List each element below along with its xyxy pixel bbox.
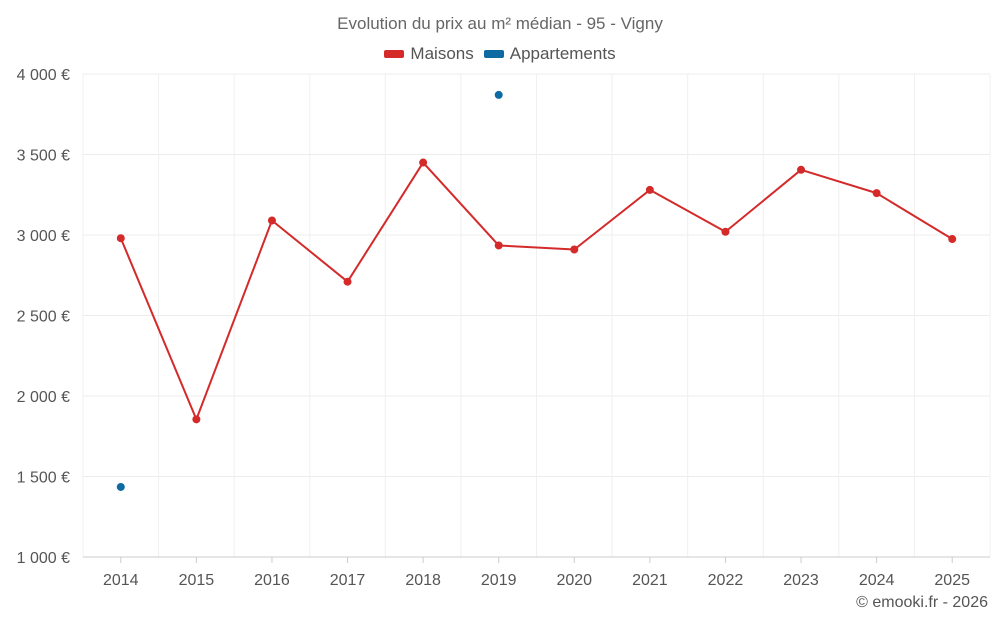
x-tick-label: 2021 xyxy=(632,572,668,589)
y-tick-label: 4 000 € xyxy=(17,67,70,84)
x-tick-label: 2024 xyxy=(859,572,895,589)
data-point-maisons xyxy=(343,277,352,286)
y-tick-label: 2 500 € xyxy=(17,309,70,326)
data-point-maisons xyxy=(419,158,428,167)
data-point-maisons xyxy=(948,235,957,244)
y-tick-label: 1 000 € xyxy=(17,550,70,567)
data-point-maisons xyxy=(570,245,579,254)
chart-title: Evolution du prix au m² médian - 95 - Vi… xyxy=(337,14,663,33)
x-tick-label: 2018 xyxy=(405,572,441,589)
legend-item-maisons[interactable]: Maisons xyxy=(384,44,474,64)
data-point-maisons xyxy=(797,165,806,174)
x-tick-label: 2022 xyxy=(708,572,744,589)
legend-swatch-appartements xyxy=(483,50,504,58)
data-point-maisons xyxy=(267,216,276,225)
data-point-appartements xyxy=(494,90,503,99)
data-point-maisons xyxy=(721,227,730,236)
x-tick-label: 2020 xyxy=(556,572,592,589)
data-point-maisons xyxy=(645,185,654,194)
x-tick-label: 2015 xyxy=(179,572,215,589)
x-tick-label: 2019 xyxy=(481,572,517,589)
legend-label-appartements: Appartements xyxy=(509,44,616,63)
credit-text: © emooki.fr - 2026 xyxy=(856,594,988,611)
x-tick-label: 2025 xyxy=(934,572,970,589)
data-point-maisons xyxy=(494,241,503,250)
x-tick-label: 2016 xyxy=(254,572,290,589)
y-tick-label: 2 000 € xyxy=(17,389,70,406)
legend-label-maisons: Maisons xyxy=(410,44,474,63)
x-tick-label: 2023 xyxy=(783,572,819,589)
x-tick-label: 2017 xyxy=(330,572,366,589)
legend: Maisons Appartements xyxy=(0,44,1000,64)
data-point-appartements xyxy=(116,482,125,491)
x-tick-label: 2014 xyxy=(103,572,139,589)
y-tick-label: 1 500 € xyxy=(17,470,70,487)
data-point-maisons xyxy=(192,415,201,424)
y-tick-label: 3 000 € xyxy=(17,228,70,245)
data-point-maisons xyxy=(116,234,125,243)
data-point-maisons xyxy=(872,189,881,198)
series-line-maisons xyxy=(119,161,953,421)
legend-item-appartements[interactable]: Appartements xyxy=(483,44,616,64)
y-tick-label: 3 500 € xyxy=(17,148,70,165)
legend-swatch-maisons xyxy=(384,50,405,58)
